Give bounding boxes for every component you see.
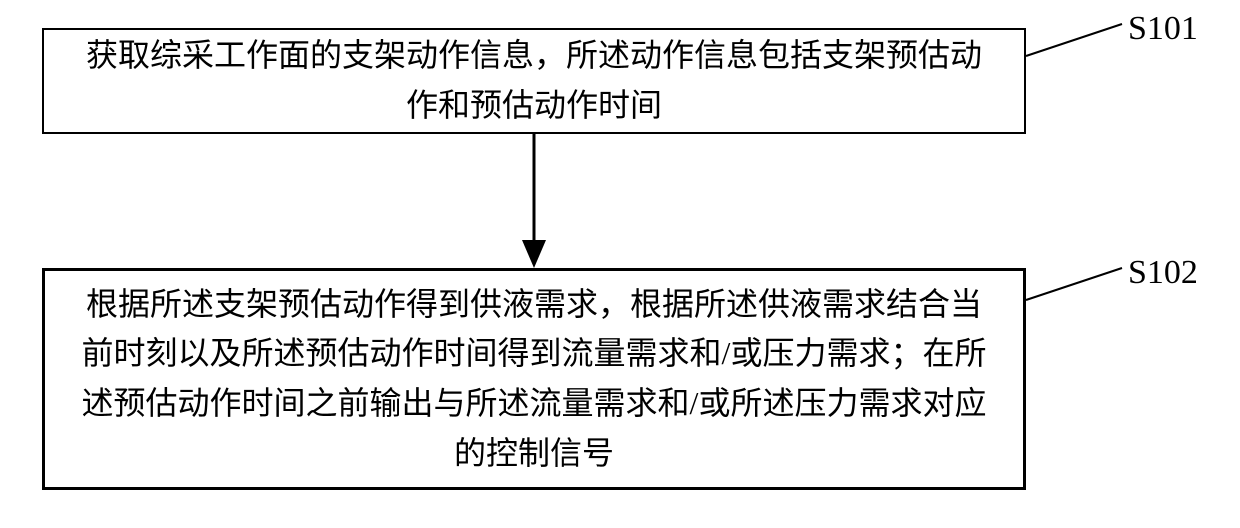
leader-line-s102 [1026,268,1122,300]
step-label-s101: S101 [1128,10,1198,48]
leader-line-s101 [1026,24,1122,56]
step-label-s102: S102 [1128,254,1198,292]
flow-node-s101: 获取综采工作面的支架动作信息，所述动作信息包括支架预估动作和预估动作时间 [42,28,1026,134]
arrow-s101-to-s102 [522,134,546,268]
flowchart-canvas: 获取综采工作面的支架动作信息，所述动作信息包括支架预估动作和预估动作时间 根据所… [0,0,1240,528]
flow-node-s101-text: 获取综采工作面的支架动作信息，所述动作信息包括支架预估动作和预估动作时间 [74,31,994,130]
flow-node-s102-text: 根据所述支架预估动作得到供液需求，根据所述供液需求结合当前时刻以及所述预估动作时… [75,280,993,478]
flow-node-s102: 根据所述支架预估动作得到供液需求，根据所述供液需求结合当前时刻以及所述预估动作时… [42,268,1026,490]
